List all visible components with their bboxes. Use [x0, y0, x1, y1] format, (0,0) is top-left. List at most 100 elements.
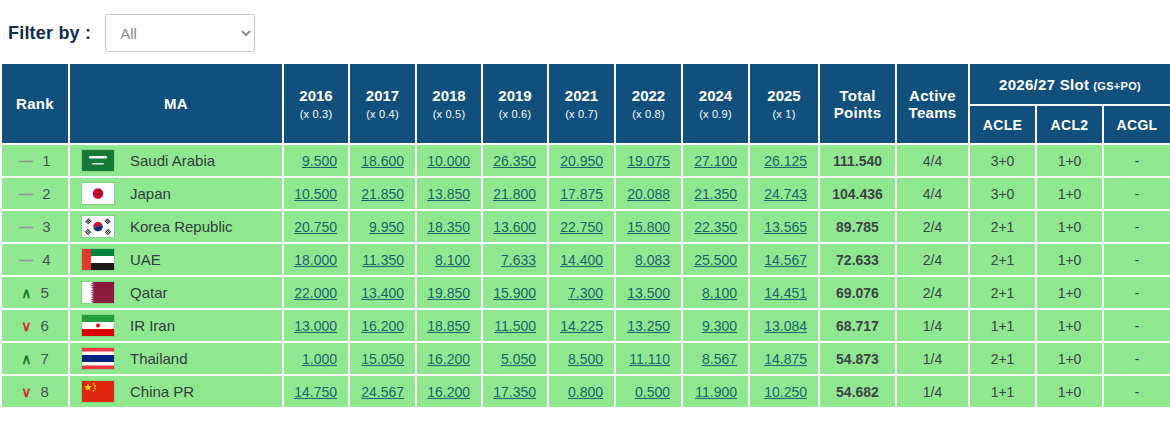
- year-points-link[interactable]: 14.750: [294, 384, 337, 400]
- year-points-link[interactable]: 15.800: [627, 219, 670, 235]
- year-points-link[interactable]: 13.565: [764, 219, 807, 235]
- year-points-link[interactable]: 16.200: [361, 318, 404, 334]
- year-points-link[interactable]: 9.950: [369, 219, 404, 235]
- header-year-2017: 2017 (x 0.4): [349, 63, 416, 144]
- ranking-table: Rank MA 2016 (x 0.3) 2017 (x 0.4) 2018 (…: [0, 62, 1170, 409]
- year-points-link[interactable]: 13.500: [627, 285, 670, 301]
- year-points-link[interactable]: 11.500: [494, 318, 536, 334]
- year-points-link[interactable]: 10.500: [294, 186, 337, 202]
- year-points-link[interactable]: 11.350: [362, 252, 404, 268]
- rank-movement-icon: —: [19, 220, 33, 234]
- year-points-link[interactable]: 13.250: [627, 318, 670, 334]
- year-points-link[interactable]: 24.743: [764, 186, 807, 202]
- year-points-link[interactable]: 27.100: [694, 153, 737, 169]
- ir-iran-flag-icon: [82, 315, 114, 336]
- country-name: UAE: [130, 251, 161, 268]
- year-points-link[interactable]: 0.500: [635, 384, 670, 400]
- year-points-link[interactable]: 13.850: [427, 186, 470, 202]
- year-points-link[interactable]: 10.250: [764, 384, 807, 400]
- header-year-2016: 2016 (x 0.3): [283, 63, 349, 144]
- year-points-link[interactable]: 19.850: [427, 285, 470, 301]
- year-points-link[interactable]: 17.875: [560, 186, 603, 202]
- slot-acl2: 1+0: [1036, 309, 1103, 342]
- afc-ranking-page: Filter by : All Rank MA 2016 (x 0.3) 201…: [0, 0, 1170, 425]
- year-points-link[interactable]: 24.567: [361, 384, 404, 400]
- filter-select[interactable]: All: [105, 14, 255, 52]
- year-points-link[interactable]: 8.083: [635, 252, 670, 268]
- year-points-link[interactable]: 8.100: [435, 252, 470, 268]
- slot-acgl: -: [1103, 309, 1170, 342]
- year-points-link[interactable]: 15.900: [493, 285, 536, 301]
- year-points-link[interactable]: 18.350: [427, 219, 470, 235]
- country-cell: UAE: [69, 243, 283, 276]
- year-points-link[interactable]: 13.600: [493, 219, 536, 235]
- year-points-link[interactable]: 14.875: [764, 351, 807, 367]
- year-points-link[interactable]: 26.350: [493, 153, 536, 169]
- table-row-japan: —2 Japan 10.500 21.850 13.850 21.800 17.…: [1, 177, 1170, 210]
- year-points-link[interactable]: 15.050: [361, 351, 404, 367]
- header-year-2022: 2022 (x 0.8): [615, 63, 682, 144]
- year-points-link[interactable]: 13.084: [764, 318, 807, 334]
- year-points-link[interactable]: 25.500: [694, 252, 737, 268]
- rank-number: 2: [42, 185, 50, 202]
- year-points-link[interactable]: 22.000: [294, 285, 337, 301]
- country-name: IR Iran: [130, 317, 175, 334]
- year-points-link[interactable]: 18.600: [361, 153, 404, 169]
- header-year-2018: 2018 (x 0.5): [416, 63, 482, 144]
- slot-acl2: 1+0: [1036, 177, 1103, 210]
- year-points-link[interactable]: 13.400: [361, 285, 404, 301]
- table-row-uae: —4 UAE 18.000 11.350 8.100 7.633 14.400 …: [1, 243, 1170, 276]
- rank-cell: —2: [1, 177, 69, 210]
- year-points-link[interactable]: 8.100: [702, 285, 737, 301]
- year-points-link[interactable]: 0.800: [568, 384, 603, 400]
- year-points-link[interactable]: 8.500: [568, 351, 603, 367]
- slot-acl2: 1+0: [1036, 144, 1103, 177]
- slot-acle: 2+1: [969, 342, 1036, 375]
- year-points-link[interactable]: 13.000: [294, 318, 337, 334]
- year-points-link[interactable]: 22.750: [560, 219, 603, 235]
- rank-number: 7: [40, 350, 48, 367]
- year-points-link[interactable]: 10.000: [427, 153, 470, 169]
- year-points-link[interactable]: 20.950: [560, 153, 603, 169]
- active-teams: 1/4: [896, 375, 969, 408]
- year-points-link[interactable]: 14.400: [560, 252, 603, 268]
- year-points-link[interactable]: 1.000: [302, 351, 337, 367]
- filter-toolbar: Filter by : All: [0, 0, 1170, 62]
- filter-label: Filter by :: [8, 23, 91, 44]
- slot-acle: 2+1: [969, 276, 1036, 309]
- country-cell: Japan: [69, 177, 283, 210]
- year-points-link[interactable]: 7.633: [501, 252, 536, 268]
- year-points-link[interactable]: 11.900: [695, 384, 737, 400]
- year-points-link[interactable]: 20.750: [294, 219, 337, 235]
- year-points-link[interactable]: 20.088: [627, 186, 670, 202]
- year-points-link[interactable]: 9.500: [302, 153, 337, 169]
- year-points-link[interactable]: 8.567: [702, 351, 737, 367]
- year-points-link[interactable]: 14.451: [764, 285, 807, 301]
- year-points-link[interactable]: 14.225: [560, 318, 603, 334]
- year-points-link[interactable]: 21.350: [694, 186, 737, 202]
- year-points-link[interactable]: 5.050: [501, 351, 536, 367]
- year-points-link[interactable]: 18.000: [294, 252, 337, 268]
- slot-acgl: -: [1103, 210, 1170, 243]
- total-points: 104.436: [819, 177, 896, 210]
- year-points-link[interactable]: 14.567: [764, 252, 807, 268]
- year-points-link[interactable]: 7.300: [568, 285, 603, 301]
- country-name: Japan: [130, 185, 171, 202]
- year-points-link[interactable]: 16.200: [427, 351, 470, 367]
- total-points: 54.682: [819, 375, 896, 408]
- year-points-link[interactable]: 17.350: [493, 384, 536, 400]
- year-points-link[interactable]: 21.850: [361, 186, 404, 202]
- year-points-link[interactable]: 21.800: [493, 186, 536, 202]
- slot-acle: 1+1: [969, 309, 1036, 342]
- year-points-link[interactable]: 18.850: [427, 318, 470, 334]
- year-points-link[interactable]: 19.075: [627, 153, 670, 169]
- year-points-link[interactable]: 16.200: [427, 384, 470, 400]
- year-points-link[interactable]: 9.300: [702, 318, 737, 334]
- year-points-link[interactable]: 11.110: [629, 351, 670, 367]
- rank-cell: ∨6: [1, 309, 69, 342]
- country-name: China PR: [130, 383, 194, 400]
- slot-acgl: -: [1103, 243, 1170, 276]
- year-points-link[interactable]: 26.125: [764, 153, 807, 169]
- year-points-link[interactable]: 22.350: [694, 219, 737, 235]
- slot-acl2: 1+0: [1036, 243, 1103, 276]
